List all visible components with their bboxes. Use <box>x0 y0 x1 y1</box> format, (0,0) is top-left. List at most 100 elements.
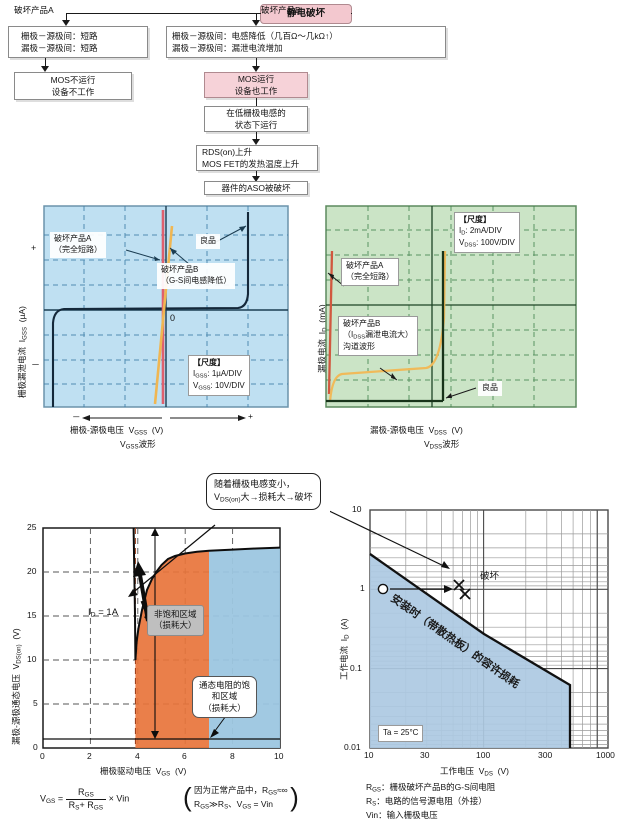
chart-igss: 栅极漏泄电流 IGSS (µA) + － <box>0 198 306 451</box>
note-line2-a: R <box>194 798 201 809</box>
id-caption-tail: 波形 <box>442 439 460 449</box>
igss-x-axis-arrows <box>82 415 246 421</box>
formula-lhs-sub: GS <box>46 798 56 806</box>
aso-xtick-100: 100 <box>476 750 491 760</box>
note-line2-b-sub: S <box>224 803 229 811</box>
formula-lhs-sym: V <box>40 793 47 804</box>
symbol-legend: RGS：栅极破坏产品B的G-S间电阻 RS：电路的信号源电阻（外接） Vin：输… <box>366 781 495 822</box>
igss-annotation-product-a: 破坏产品A （完全短路） <box>50 232 106 258</box>
id-ann-a-line1: 破坏产品A <box>346 261 384 270</box>
id-caption-sub: DSS <box>429 443 443 451</box>
vdson-plot <box>42 524 281 749</box>
flow-b3-conn <box>256 132 258 142</box>
formula-numerator: RGS <box>65 787 107 800</box>
aso-x-axis-label: 工作电压 VDS (V) <box>440 765 509 778</box>
aso-ytick-001: 0.01 <box>344 742 361 752</box>
igss-scale-row1-sub: GSS <box>195 373 208 380</box>
vdson-ytick-10: 10 <box>27 654 37 664</box>
note-line2-b: ≫R <box>209 798 225 809</box>
flow-b2-conn <box>256 98 258 106</box>
flow-title-label: 静电破坏 <box>286 8 325 20</box>
vdson-xtick-10: 10 <box>274 751 284 761</box>
vdson-condition-sym: I <box>88 607 91 618</box>
id-scale-row2-sym: V <box>459 238 465 248</box>
id-x-axis-text: 漏极-源极电压 <box>370 425 424 435</box>
b-step3-line1: RDS(on)上升 <box>202 146 253 157</box>
flow-down-b <box>256 13 258 22</box>
legend-vin-text: ：输入栅极电压 <box>378 810 438 820</box>
b-step3-line2: MOS FET的发热温度上升 <box>202 159 300 169</box>
b-symptom-line1: 栅极－源极间：电感降低（几百Ω～几kΩ↑） <box>172 30 338 41</box>
igss-ann-a-line2: （完全短路） <box>54 244 102 254</box>
middle-callout-line2: VDS(on)大→损耗大→破坏 <box>214 491 313 505</box>
aso-xtick-1000: 1000 <box>596 750 615 760</box>
igss-x-axis-sym: V <box>128 425 135 435</box>
vdson-ytick-20: 20 <box>27 566 37 576</box>
id-annotation-good: 良品 <box>478 381 502 396</box>
igss-x-axis-label: 栅极-源极电压 VGSS (V) <box>70 424 163 437</box>
vdson-x-axis-label: 栅极驱动电压 VGS (V) <box>100 765 186 778</box>
formula-fraction: RGS RS+ RGS <box>65 787 107 812</box>
aso-x-axis-sub: DS <box>484 770 493 778</box>
formula-den-plus: + R <box>79 799 94 810</box>
flow-down-a <box>66 13 68 22</box>
aso-xtick-30: 30 <box>420 750 430 760</box>
igss-x-minus: － <box>72 412 81 422</box>
note-line1: 因为正常产品中，RGS≈∞ <box>194 784 288 798</box>
b-step1-line2: 设备也工作 <box>234 86 278 96</box>
vdson-x-axis-text: 栅极驱动电压 <box>100 766 152 776</box>
formula-den-sub2: GS <box>93 804 104 812</box>
id-caption-sym: V <box>424 439 430 449</box>
note-paren-open: ( <box>183 782 192 813</box>
aso-xtick-300: 300 <box>538 750 553 760</box>
igss-scale-box: 【尺度】 IGSS: 1µA/DIV VGSS: 10V/DIV <box>188 355 250 397</box>
note-body: 因为正常产品中，RGS≈∞ RGS≫RS、VGS = Vin <box>194 784 288 811</box>
id-scale-row2-val: 100V/DIV <box>480 238 515 248</box>
aso-x-axis-unit: (V) <box>497 766 509 776</box>
vdson-x-axis-sym: V <box>155 766 162 776</box>
igss-caption: VGSS波形 <box>120 438 156 451</box>
vdson-condition-label: ID = 1A <box>88 607 118 619</box>
flow-box-a-result: MOS不运行 设备不工作 <box>14 72 132 100</box>
id-scale-row2: VDSS: 100V/DIV <box>459 238 515 249</box>
note-line1-text: 因为正常产品中，R <box>194 785 269 795</box>
legend-rgs-sub: GS <box>372 786 381 794</box>
vgs-formula-note: ( 因为正常产品中，RGS≈∞ RGS≫RS、VGS = Vin ) <box>183 784 299 811</box>
aso-fail-label: 破坏 <box>480 571 500 582</box>
id-plot <box>325 205 577 408</box>
vdson-ytick-0: 0 <box>33 742 38 752</box>
aso-temp-label: Ta = 25°C <box>378 725 424 742</box>
formula-den-sym: R <box>68 799 76 810</box>
note-line2-tail-sub: GS <box>242 803 252 811</box>
id-ann-b-line1: 破坏产品B <box>343 319 381 328</box>
vdson-region-sat-line1: 通态电阻的饱 <box>199 680 251 690</box>
vdson-condition-sub: D <box>90 611 96 619</box>
flow-b3-arrow <box>252 139 260 145</box>
igss-caption-sym: V <box>120 439 126 449</box>
vdson-region-unsat-line1: 非饱和区域 <box>154 609 197 619</box>
formula-denominator: RS+ RGS <box>66 800 106 812</box>
formula-den-sub1: S <box>75 804 80 812</box>
formula-num-sub: GS <box>84 791 94 799</box>
igss-annotation-good: 良品 <box>196 234 220 249</box>
a-result-line1: MOS不运行 <box>50 74 96 85</box>
id-ann-good-label: 良品 <box>482 383 498 392</box>
igss-plot <box>43 205 289 408</box>
flow-connector-left <box>66 13 261 15</box>
branch-a-label: 破坏产品A <box>14 5 54 15</box>
flow-a-result-arrow <box>41 66 49 72</box>
formula-num-sym: R <box>77 787 85 797</box>
flow-box-b-symptoms: 栅极－源极间：电感降低（几百Ω～几kΩ↑） 漏极－源极间：漏泄电流增加 <box>166 26 446 58</box>
note-line1-sub: GS <box>268 789 278 797</box>
igss-scale-row1: IGSS: 1µA/DIV <box>193 368 242 380</box>
vdson-region-unsat-callout: 非饱和区域 （损耗大） <box>147 605 204 636</box>
b-step1-line1: MOS运行 <box>237 73 275 84</box>
note-line2-tail: 、V <box>228 798 243 809</box>
flow-box-a-symptoms: 栅极－源极间：短路 漏极－源极间：短路 <box>8 26 148 58</box>
legend-rs-sym: R <box>366 796 373 806</box>
igss-caption-sub: GSS <box>125 443 139 451</box>
vdson-x-axis-sub: GS <box>161 770 171 778</box>
flow-b4-arrow <box>252 176 260 182</box>
flow-box-b-step2: 在低栅极电感的 状态下运行 <box>204 106 308 132</box>
igss-ann-b-line1: 破坏产品B <box>161 265 199 274</box>
